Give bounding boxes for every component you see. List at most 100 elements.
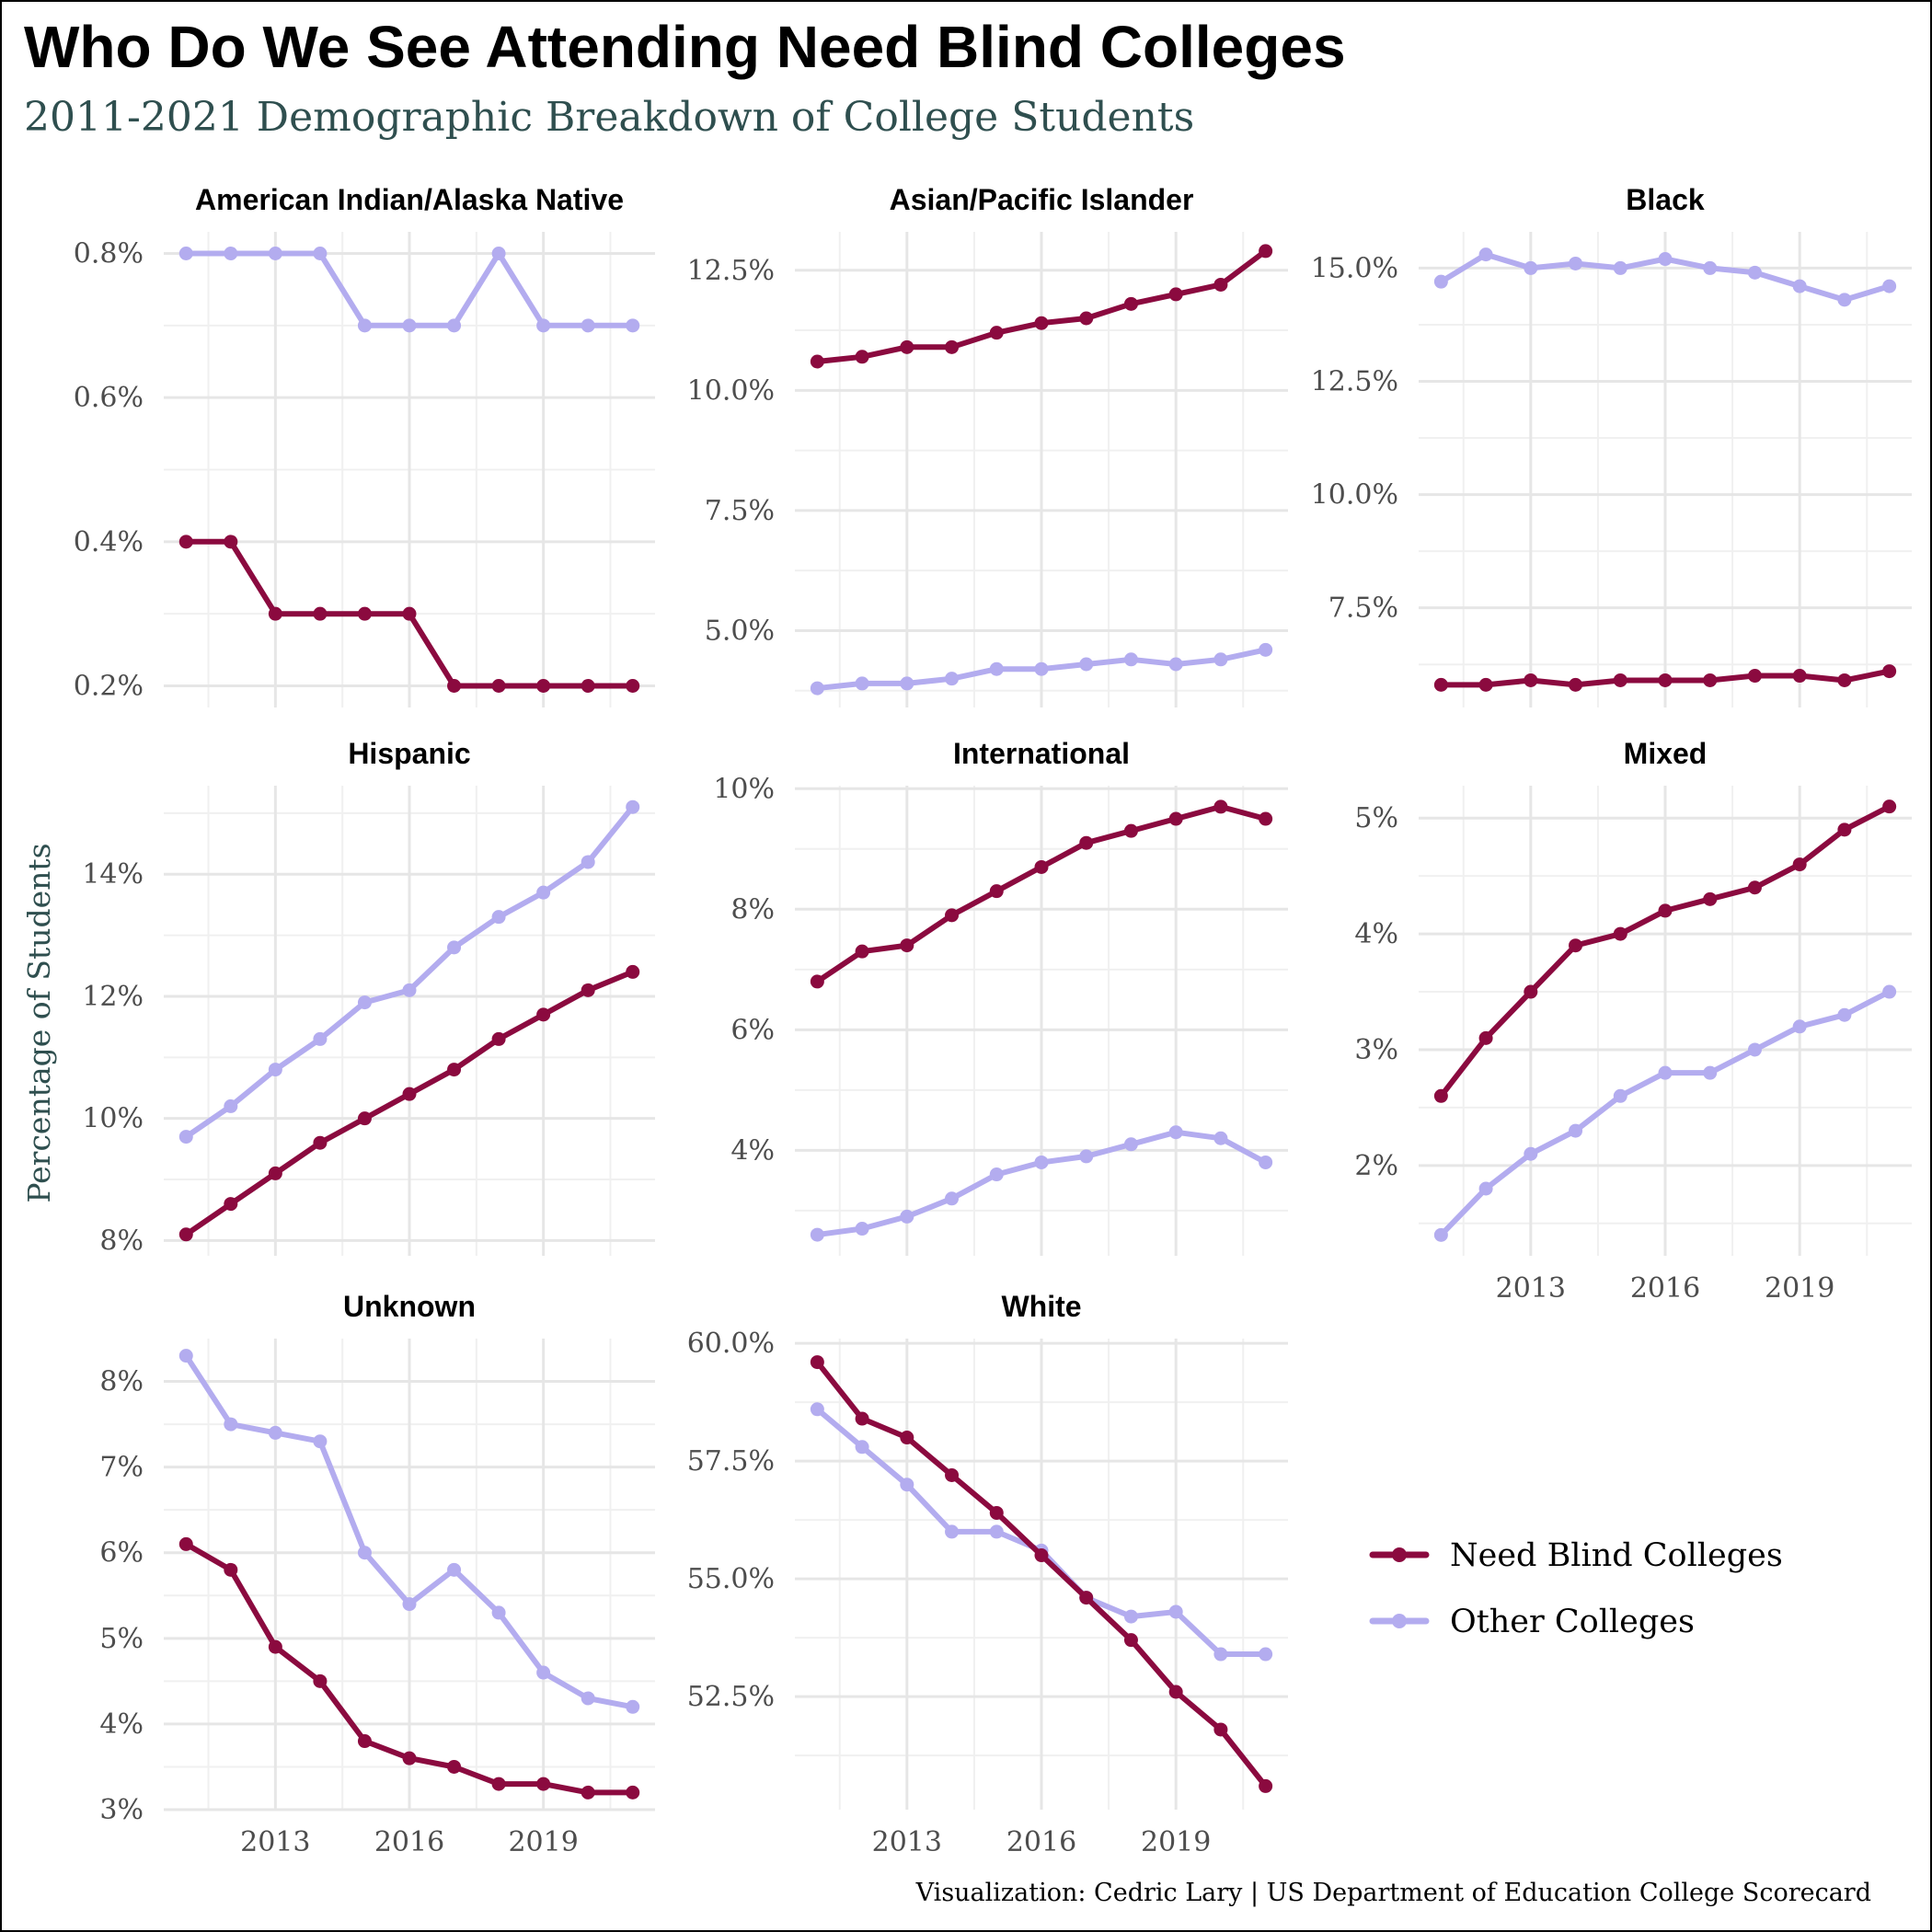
y-tick-label: 55.0% — [687, 1563, 775, 1595]
x-tick-label: 2016 — [1630, 1272, 1700, 1305]
y-tick-label: 7.5% — [1328, 592, 1398, 625]
data-point — [900, 938, 914, 953]
data-point — [581, 1785, 595, 1800]
data-point — [178, 1349, 193, 1363]
data-point — [581, 679, 595, 693]
data-point — [447, 679, 462, 693]
data-point — [1168, 811, 1183, 826]
data-point — [626, 1699, 640, 1714]
data-point — [1079, 657, 1094, 672]
y-tick-label: 4% — [99, 1708, 144, 1741]
data-point — [1658, 673, 1673, 687]
data-point — [1792, 669, 1807, 684]
data-point — [1079, 1149, 1094, 1164]
data-point — [1792, 857, 1807, 872]
data-point — [855, 1411, 869, 1426]
data-point — [1034, 1548, 1049, 1563]
data-point — [1524, 673, 1538, 687]
x-tick-label: 2019 — [508, 1826, 578, 1858]
data-point — [224, 1098, 238, 1113]
y-tick-label: 12.5% — [1311, 365, 1398, 397]
data-point — [626, 799, 640, 814]
y-tick-label: 12.5% — [687, 255, 775, 287]
data-point — [1613, 1088, 1627, 1103]
data-point — [313, 1673, 328, 1688]
facet-panel: International 4% 6% 8% 10% — [713, 737, 1288, 1256]
data-point — [855, 1440, 869, 1455]
data-point — [1703, 260, 1718, 275]
data-point — [1703, 891, 1718, 906]
y-tick-label: 8% — [730, 893, 775, 926]
data-point — [989, 884, 1004, 899]
data-point — [447, 1759, 462, 1774]
data-point — [1433, 677, 1448, 692]
y-tick-label: 5% — [1354, 802, 1398, 834]
legend-key-point — [1392, 1547, 1407, 1562]
data-point — [1259, 244, 1273, 259]
data-point — [1569, 256, 1583, 270]
data-point — [810, 354, 824, 369]
y-tick-label: 60.0% — [687, 1328, 775, 1360]
data-point — [357, 1734, 372, 1749]
data-point — [1034, 1155, 1049, 1169]
data-point — [855, 944, 869, 959]
data-point — [224, 247, 238, 260]
y-tick-label: 57.5% — [687, 1445, 775, 1478]
data-point — [224, 1197, 238, 1212]
y-tick-label: 0.4% — [74, 526, 144, 558]
data-point — [581, 1691, 595, 1706]
data-point — [224, 1562, 238, 1577]
data-point — [357, 995, 372, 1010]
data-point — [1123, 296, 1138, 311]
data-point — [224, 1417, 238, 1432]
data-point — [402, 1597, 417, 1612]
y-tick-label: 0.6% — [74, 382, 144, 414]
y-tick-label: 10% — [713, 773, 775, 805]
chart-subtitle: 2011-2021 Demographic Breakdown of Colle… — [24, 94, 1195, 141]
chart-caption: Visualization: Cedric Lary | US Departme… — [915, 1879, 1871, 1907]
data-point — [1658, 252, 1673, 267]
data-point — [313, 1135, 328, 1150]
data-point — [447, 318, 462, 333]
data-point — [989, 326, 1004, 340]
y-axis-label: Percentage of Students — [21, 843, 57, 1202]
data-point — [945, 1524, 960, 1539]
data-point — [1882, 664, 1897, 679]
data-point — [945, 1191, 960, 1206]
data-point — [447, 940, 462, 955]
data-point — [1882, 984, 1897, 999]
data-point — [402, 1751, 417, 1765]
data-point — [402, 1087, 417, 1101]
data-point — [1613, 673, 1627, 687]
facet-panel: Mixed 2% 3% 4% 5% 2013 2016 2019 — [1354, 737, 1912, 1305]
data-point — [1433, 1227, 1448, 1242]
data-point — [900, 676, 914, 691]
y-tick-label: 4% — [1354, 918, 1398, 950]
data-point — [945, 339, 960, 354]
data-point — [810, 1355, 824, 1370]
chart-title: Who Do We See Attending Need Blind Colle… — [24, 14, 1346, 80]
data-point — [1123, 1609, 1138, 1624]
y-tick-label: 10.0% — [1311, 479, 1398, 512]
y-tick-label: 52.5% — [687, 1681, 775, 1713]
data-point — [1034, 859, 1049, 874]
data-point — [1524, 260, 1538, 275]
data-point — [357, 1546, 372, 1560]
facet-strip-title: American Indian/Alaska Native — [195, 183, 624, 216]
data-point — [1213, 1647, 1228, 1662]
data-point — [313, 606, 328, 621]
x-tick-label: 2019 — [1765, 1272, 1834, 1305]
data-point — [536, 318, 551, 333]
data-point — [1703, 1065, 1718, 1080]
facet-strip-title: International — [953, 737, 1130, 770]
data-point — [1213, 799, 1228, 814]
x-tick-label: 2013 — [872, 1826, 942, 1858]
data-point — [1478, 1181, 1493, 1196]
legend: Need Blind Colleges Other Colleges — [1369, 1537, 1783, 1640]
y-tick-label: 2% — [1354, 1150, 1398, 1182]
facet-strip-title: White — [1001, 1290, 1081, 1323]
data-point — [1079, 1591, 1094, 1605]
data-point — [536, 1007, 551, 1022]
data-point — [178, 1536, 193, 1551]
